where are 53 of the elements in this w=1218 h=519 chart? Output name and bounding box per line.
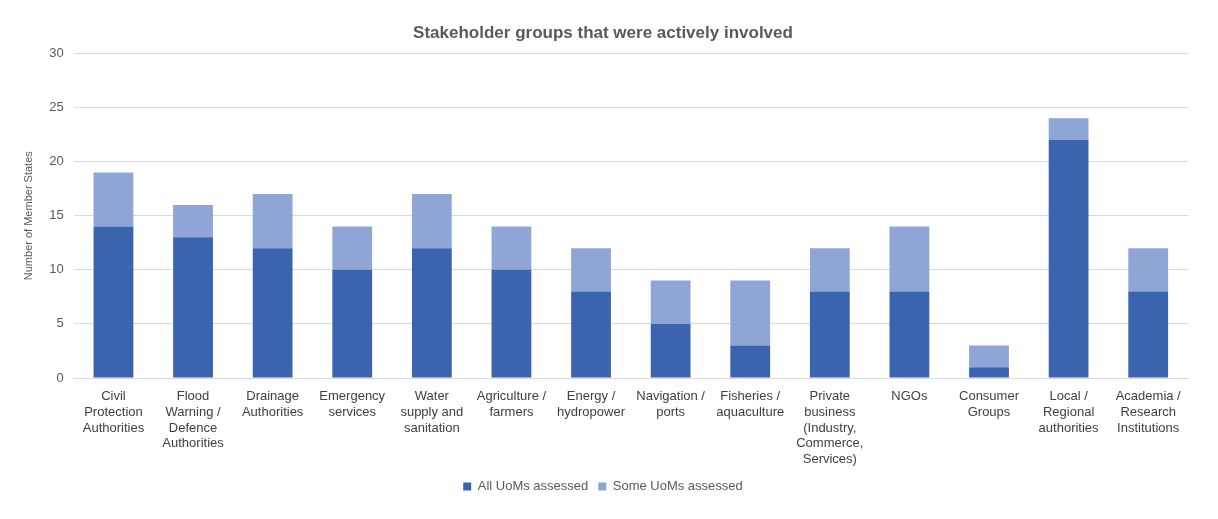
bar	[411, 194, 452, 249]
x-tick-label: Civil Protection Authorities	[82, 388, 145, 435]
x-tick-label: Academia / Research Institutions	[1115, 388, 1182, 435]
x-tick-label: Navigation / ports	[636, 388, 706, 419]
bar	[1048, 118, 1089, 140]
x-tick-label: NGOs	[891, 388, 928, 404]
bar	[889, 226, 930, 292]
x-tick-label: Emergency services	[319, 388, 386, 419]
x-tick-label: Fisheries / aquaculture	[716, 388, 785, 419]
x-tick-label: Energy / hydropower	[557, 388, 626, 419]
bar	[173, 237, 213, 378]
bar	[491, 269, 532, 378]
y-tick-label: 5	[56, 315, 64, 331]
bar	[730, 345, 771, 378]
y-tick-label: 15	[49, 207, 64, 223]
bar	[889, 291, 930, 378]
y-tick-label: 0	[56, 369, 64, 385]
y-tick-label: 20	[49, 153, 64, 169]
legend-label: All UoMs assessed	[477, 478, 589, 494]
bar	[93, 226, 134, 378]
bar	[969, 367, 1009, 378]
x-tick-label: Agriculture / farmers	[476, 388, 547, 419]
bar	[252, 248, 293, 378]
bar	[491, 226, 532, 270]
bar	[809, 248, 850, 292]
bar	[969, 345, 1009, 368]
y-tick-label: 25	[49, 99, 64, 115]
bar	[93, 172, 134, 227]
bar	[252, 194, 293, 249]
x-tick-label: Consumer Groups	[959, 388, 1020, 419]
bar	[650, 280, 691, 324]
bar	[1128, 248, 1169, 292]
x-tick-label: Water supply and sanitation	[400, 388, 464, 435]
bar	[332, 226, 373, 270]
bar	[1048, 139, 1089, 378]
x-tick-label: Private business (Industry, Commerce, Services)	[796, 388, 864, 466]
bar	[571, 248, 611, 292]
bar	[332, 269, 373, 378]
bar	[1128, 291, 1169, 378]
x-tick-label: Local / Regional authorities	[1038, 388, 1100, 435]
bar	[809, 291, 850, 378]
legend-label: Some UoMs assessed	[612, 478, 743, 494]
bar	[650, 323, 691, 378]
chart-title: Stakeholder groups that were actively involved	[413, 22, 793, 42]
y-tick-label: 10	[49, 261, 64, 277]
y-tick-label: 30	[49, 44, 64, 60]
bar	[173, 204, 213, 238]
bar	[730, 280, 771, 346]
x-tick-label: Drainage Authorities	[241, 388, 304, 419]
bar	[571, 291, 611, 378]
bar	[411, 248, 452, 378]
y-axis-title: Number of Member States	[21, 150, 34, 281]
x-tick-label: Flood Warning / Defence Authorities	[162, 388, 225, 451]
